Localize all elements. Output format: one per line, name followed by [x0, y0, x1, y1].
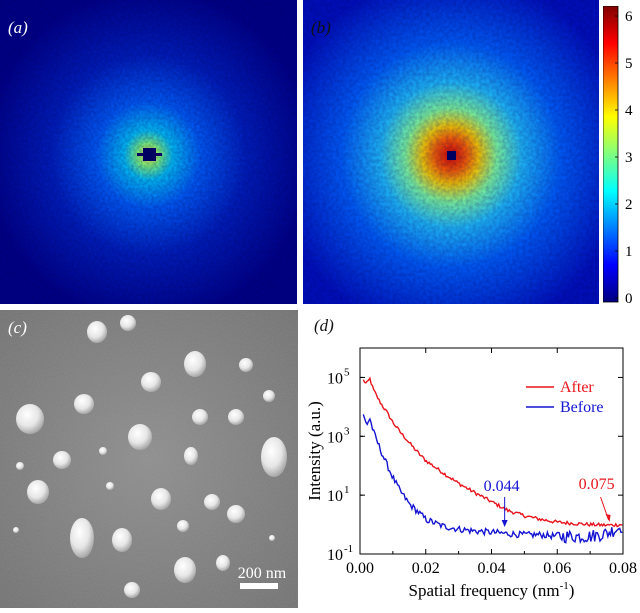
nanoparticle: [269, 535, 275, 541]
x-tick-label: 0.06: [543, 560, 571, 577]
legend-label: Before: [560, 399, 604, 416]
nanoparticle: [53, 451, 71, 469]
panel-label-c: (c): [8, 318, 27, 337]
colorbar-tick-label: 6: [625, 9, 633, 25]
diffraction-image-a: [0, 0, 297, 304]
nanoparticle: [128, 424, 152, 450]
series-line-before: [362, 414, 623, 545]
colorbar-tick-label: 0: [625, 291, 633, 306]
nanoparticle: [16, 404, 44, 434]
panel-label-d: (d): [314, 316, 334, 335]
colorbar: 0 1 2 3 4 5 6: [602, 5, 640, 307]
colorbar-tick-label: 1: [625, 244, 633, 260]
x-tick-label: 0.00: [346, 560, 374, 577]
nanoparticle: [227, 505, 245, 523]
sem-image: 200 nm (c): [0, 310, 298, 608]
nanoparticle: [151, 488, 171, 510]
nanoparticle: [239, 358, 253, 372]
nanoparticle: [87, 321, 107, 343]
series-line-after: [362, 376, 623, 528]
nanoparticle: [106, 482, 114, 490]
y-axis-label: Intensity (a.u.): [305, 401, 324, 501]
nanoparticle: [120, 315, 136, 331]
nanoparticle: [204, 494, 220, 510]
colorbar-tick-label: 4: [625, 103, 633, 119]
colorbar-tick-label: 5: [625, 56, 633, 72]
legend-label: After: [560, 379, 594, 396]
nanoparticle: [174, 557, 196, 583]
nanoparticle: [27, 480, 49, 504]
y-tick-exponent: -1: [344, 543, 353, 555]
nanoparticle: [184, 447, 198, 465]
nanoparticle: [192, 409, 208, 425]
nanoparticle: [141, 372, 161, 392]
y-tick-label: 10: [327, 429, 343, 446]
nanoparticle: [263, 390, 275, 402]
nanoparticle: [70, 518, 94, 558]
panel-label-b: (b): [311, 18, 331, 37]
intensity-spectrum-chart: 0.00 0.02 0.04 0.06 0.08 10 -1 10 1 10 3 10 5 After Be…: [300, 310, 640, 608]
x-axis-label: Spatial frequency (nm-1): [409, 580, 575, 600]
scale-bar: [240, 583, 278, 589]
y-tick-label: 10: [327, 370, 343, 387]
nanoparticle: [74, 394, 94, 414]
y-tick-label: 10: [327, 488, 343, 505]
colorbar-gradient: [602, 5, 619, 303]
colorbar-tick-label: 3: [625, 150, 633, 166]
x-tick-label: 0.04: [478, 560, 506, 577]
colorbar-tick-label: 2: [625, 197, 633, 213]
nanoparticle: [216, 555, 230, 571]
nanoparticle: [124, 582, 140, 598]
annotation-label: 0.075: [579, 476, 615, 493]
y-tick-exponent: 5: [344, 366, 350, 378]
nanoparticle: [261, 437, 287, 477]
nanoparticle: [99, 447, 107, 455]
colorbar-scale: 0 1 2 3 4 5 6: [602, 5, 633, 307]
scale-bar-label: 200 nm: [238, 565, 287, 582]
annotation-label: 0.044: [484, 478, 520, 495]
nanoparticle: [184, 351, 206, 377]
nanoparticle: [16, 462, 24, 470]
x-tick-label: 0.08: [609, 560, 637, 577]
nanoparticle: [112, 528, 132, 552]
x-tick-label: 0.02: [412, 560, 440, 577]
beam-stop-b: [447, 151, 456, 160]
nanoparticle: [228, 409, 244, 425]
diffraction-pattern-after: (b): [303, 0, 599, 304]
y-tick-exponent: 1: [344, 484, 350, 496]
nanoparticle: [13, 527, 19, 533]
y-tick-exponent: 3: [344, 425, 350, 437]
nanoparticle: [177, 520, 189, 532]
diffraction-image-b: [303, 0, 599, 304]
diffraction-pattern-before: (a): [0, 0, 297, 304]
y-tick-label: 10: [327, 547, 343, 564]
panel-label-a: (a): [8, 18, 28, 37]
sem-micrograph: 200 nm: [0, 310, 298, 608]
